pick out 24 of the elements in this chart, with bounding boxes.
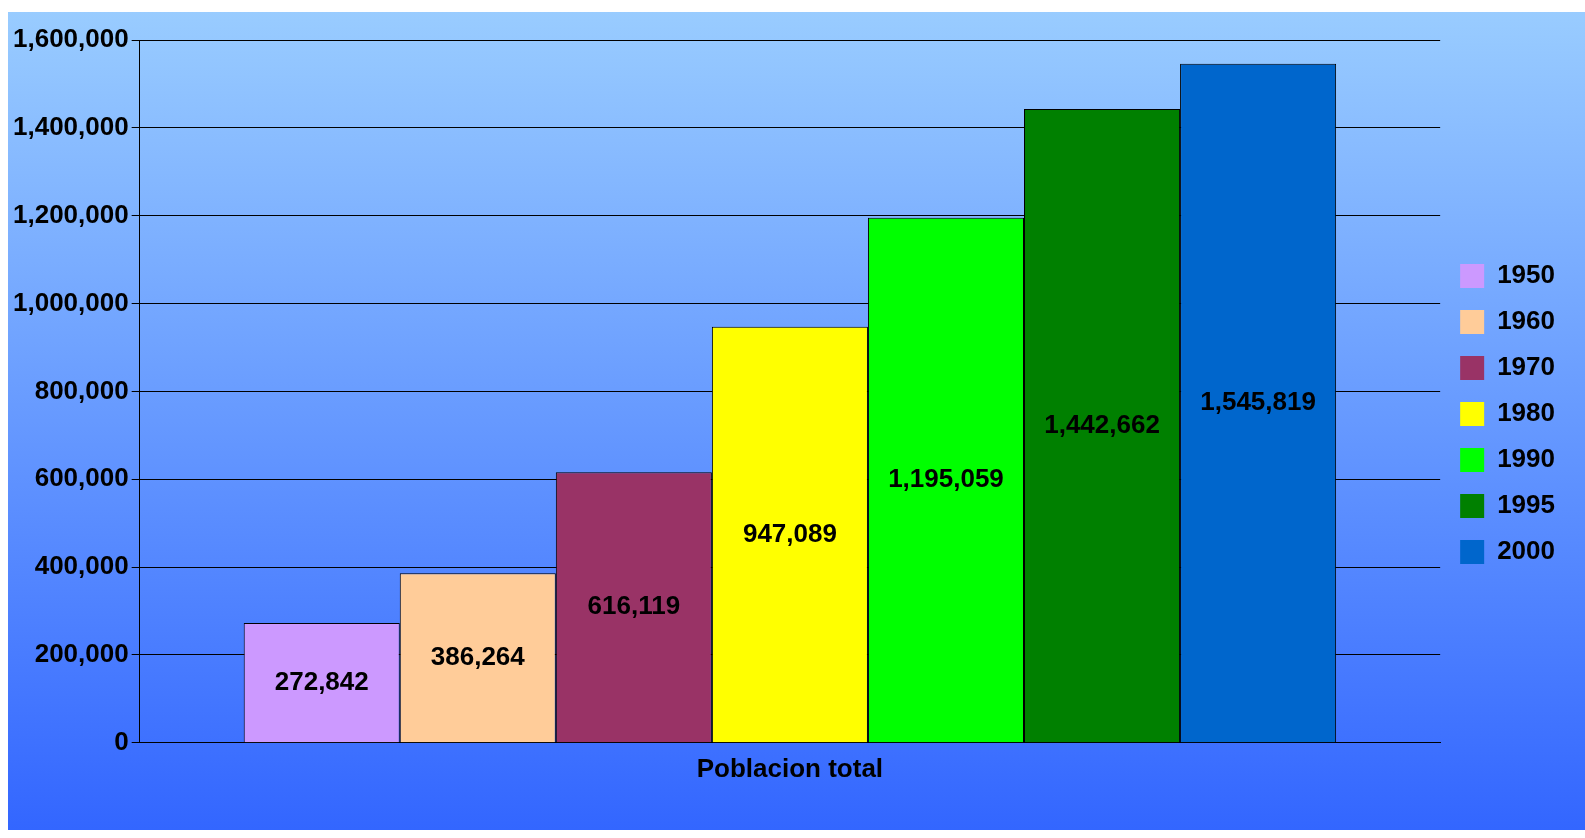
y-tick-label: 1,200,000 — [13, 198, 129, 229]
y-tick-label: 1,600,000 — [13, 23, 129, 54]
legend-label: 1950 — [1497, 259, 1555, 290]
data-label: 947,089 — [742, 517, 837, 548]
y-tick-label: 200,000 — [34, 638, 129, 669]
legend-label: 1995 — [1497, 489, 1555, 520]
y-tick-label: 0 — [114, 725, 129, 756]
y-tick-label: 1,400,000 — [13, 111, 129, 142]
y-tick-label: 400,000 — [34, 550, 129, 581]
data-label: 1,442,662 — [1044, 408, 1160, 439]
y-tick-label: 600,000 — [34, 462, 129, 493]
data-label: 1,195,059 — [888, 463, 1004, 494]
data-label: 616,119 — [587, 590, 681, 621]
data-label: 1,545,819 — [1200, 386, 1316, 417]
data-label: 386,264 — [430, 640, 526, 671]
data-label: 272,842 — [274, 665, 369, 696]
legend-label: 2000 — [1497, 535, 1555, 566]
legend-label: 1970 — [1497, 351, 1555, 382]
x-tick-label: Poblacion total — [696, 752, 884, 783]
legend-label: 1990 — [1497, 443, 1555, 474]
y-tick-label: 1,000,000 — [13, 286, 129, 317]
legend-label: 1960 — [1497, 305, 1555, 336]
y-tick-label: 800,000 — [34, 374, 129, 405]
legend-label: 1980 — [1497, 397, 1555, 428]
